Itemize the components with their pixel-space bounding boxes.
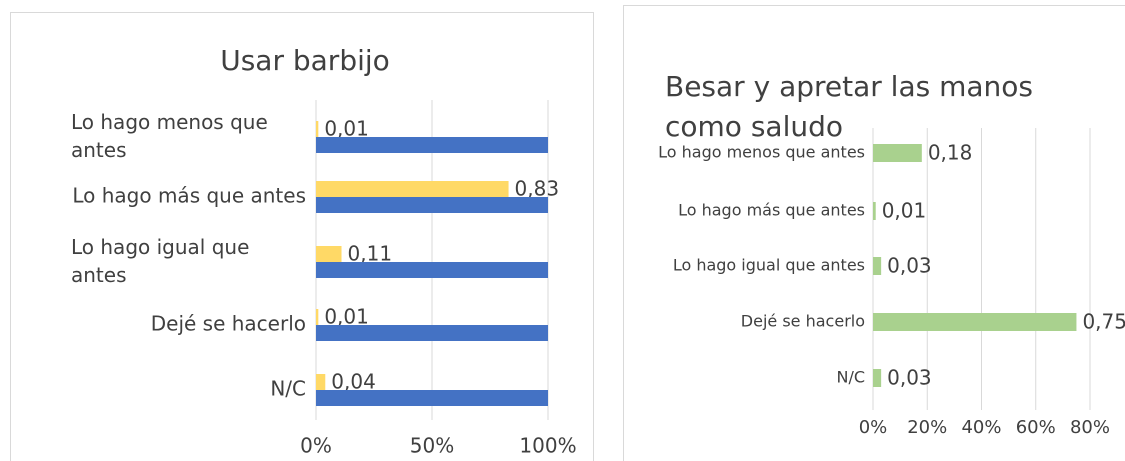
category-label: N/C xyxy=(836,368,865,387)
category-label: Lo hago más que antes xyxy=(72,184,306,208)
bar xyxy=(316,262,548,278)
x-tick-label: 20% xyxy=(907,417,947,438)
category-label: Dejé se hacerlo xyxy=(741,312,865,331)
chart-title: Usar barbijo xyxy=(220,44,390,77)
bar xyxy=(316,374,326,390)
value-label: 0,83 xyxy=(515,177,560,201)
value-label: 0,01 xyxy=(324,305,369,329)
value-label: 0,01 xyxy=(882,199,927,223)
x-tick-label: 40% xyxy=(961,417,1001,438)
category-label: Lo hago menos que antes xyxy=(71,110,274,162)
bar xyxy=(316,137,548,153)
bar xyxy=(873,144,922,162)
bar xyxy=(316,309,319,325)
category-label: Lo hago menos que antes xyxy=(658,143,865,162)
x-tick-label: 100% xyxy=(519,434,576,458)
bar xyxy=(316,325,548,341)
x-tick-label: 60% xyxy=(1016,417,1056,438)
bar xyxy=(873,313,1077,331)
bar xyxy=(316,390,548,406)
chart-title: Besar y apretar las manos como saludo xyxy=(665,70,1042,143)
value-label: 0,04 xyxy=(331,370,376,394)
category-label: Lo hago más que antes xyxy=(678,201,865,220)
bar xyxy=(316,197,548,213)
x-tick-label: 50% xyxy=(410,434,454,458)
value-label: 0,01 xyxy=(324,117,369,141)
panel-left xyxy=(10,12,594,461)
bar xyxy=(873,369,882,387)
category-label: Dejé se hacerlo xyxy=(151,312,306,336)
value-label: 0,75 xyxy=(1082,310,1125,334)
value-label: 0,03 xyxy=(887,366,932,390)
x-tick-label: 80% xyxy=(1070,417,1110,438)
category-label: N/C xyxy=(270,377,306,401)
bar xyxy=(316,121,319,137)
value-label: 0,11 xyxy=(348,242,393,266)
category-label: Lo hago igual que antes xyxy=(71,235,256,287)
x-tick-label: 0% xyxy=(859,417,888,438)
value-label: 0,18 xyxy=(928,141,973,165)
value-label: 0,03 xyxy=(887,254,932,278)
bar xyxy=(873,202,876,220)
bar xyxy=(316,246,342,262)
category-label: Lo hago igual que antes xyxy=(673,256,865,275)
bar xyxy=(316,181,509,197)
bar xyxy=(873,257,882,275)
x-tick-label: 0% xyxy=(300,434,332,458)
